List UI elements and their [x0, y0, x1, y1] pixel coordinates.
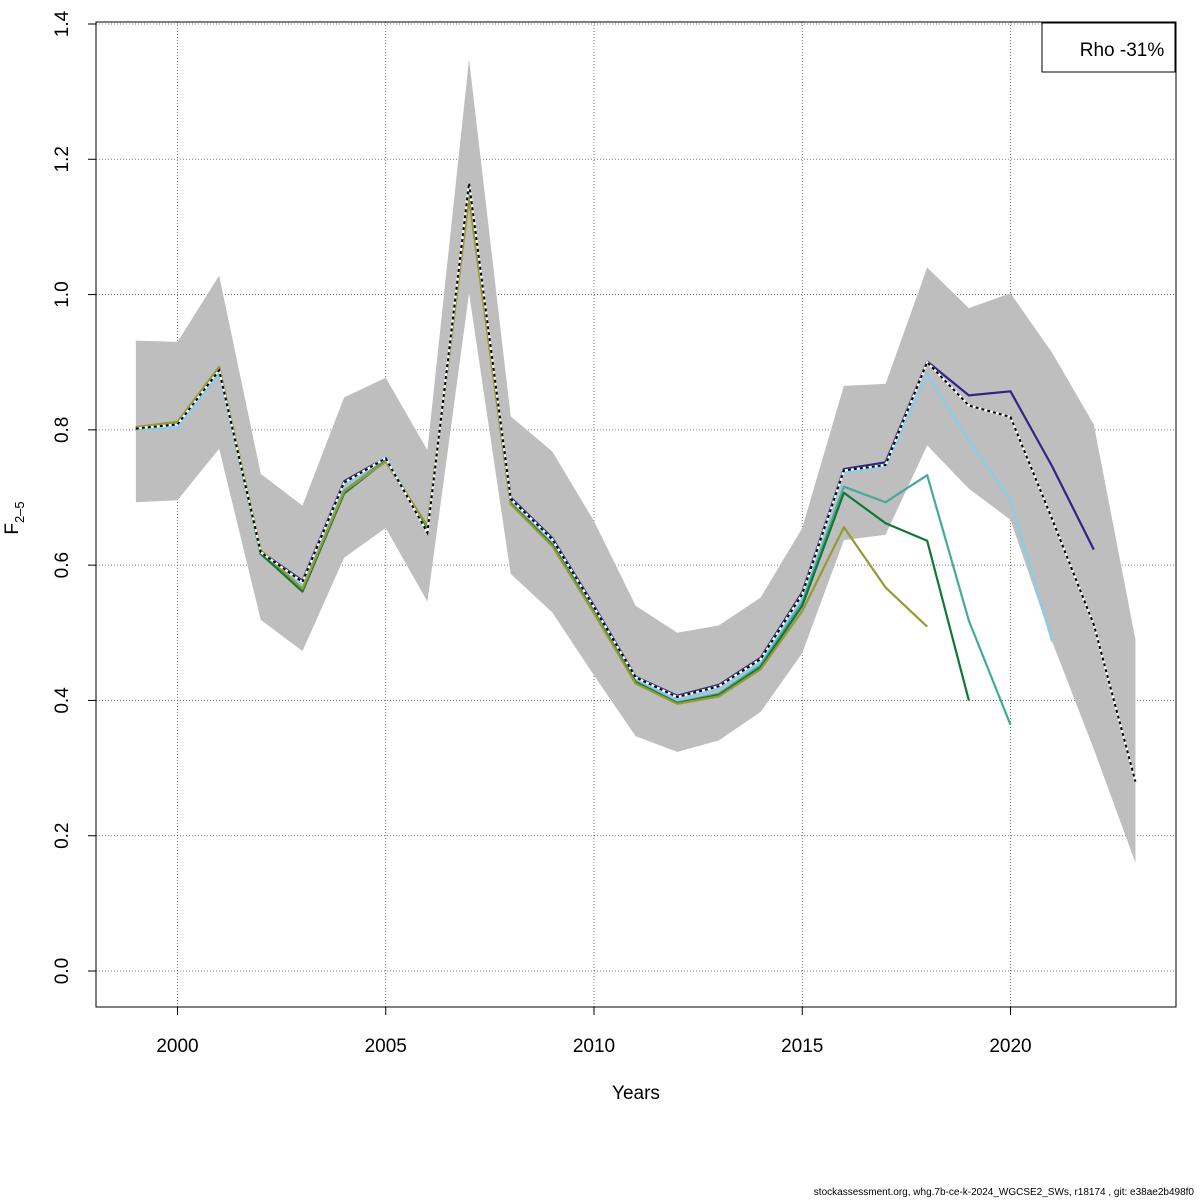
- x-tick-label-2020: 2020: [989, 1036, 1031, 1057]
- y-tick-label-2: 0.4: [52, 687, 73, 714]
- legend: Rho -31%: [1041, 22, 1176, 73]
- axes-layer: 2000 2005 2010 2015 2020 0.0 0.2 0.4 0.6 0.8 1.0 1.…: [52, 10, 1177, 1057]
- x-tick-label-2015: 2015: [781, 1036, 823, 1057]
- confidence-band: [135, 59, 1136, 863]
- y-axis-title-subscript: 2–5: [12, 501, 27, 523]
- x-axis-title: Years: [612, 1083, 660, 1104]
- x-tick-label-2000: 2000: [156, 1036, 198, 1057]
- series-lines-layer: [135, 182, 1137, 782]
- y-tick-label-3: 0.6: [52, 552, 73, 578]
- y-tick-label-4: 0.8: [52, 417, 73, 443]
- footer-credit: stockassessment.org, whg.7b-ce-k-2024_WG…: [813, 1187, 1194, 1198]
- y-axis-title: F2–5: [2, 501, 27, 534]
- x-tick-label-2005: 2005: [365, 1036, 407, 1057]
- plot-frame: [95, 21, 1177, 1008]
- legend-rho-text: Rho -31%: [1080, 40, 1165, 61]
- y-tick-label-6: 1.2: [52, 146, 73, 172]
- y-tick-label-1: 0.2: [52, 823, 73, 849]
- y-tick-label-0: 0.0: [52, 958, 73, 984]
- y-tick-label-7: 1.4: [52, 10, 73, 37]
- y-tick-label-5: 1.0: [52, 281, 73, 307]
- x-tick-label-2010: 2010: [573, 1036, 615, 1057]
- series-line-5-halo: [135, 182, 1137, 782]
- y-axis-title-main: F: [2, 523, 23, 535]
- legend-box: [1041, 22, 1176, 73]
- confidence-band-layer: [135, 59, 1136, 863]
